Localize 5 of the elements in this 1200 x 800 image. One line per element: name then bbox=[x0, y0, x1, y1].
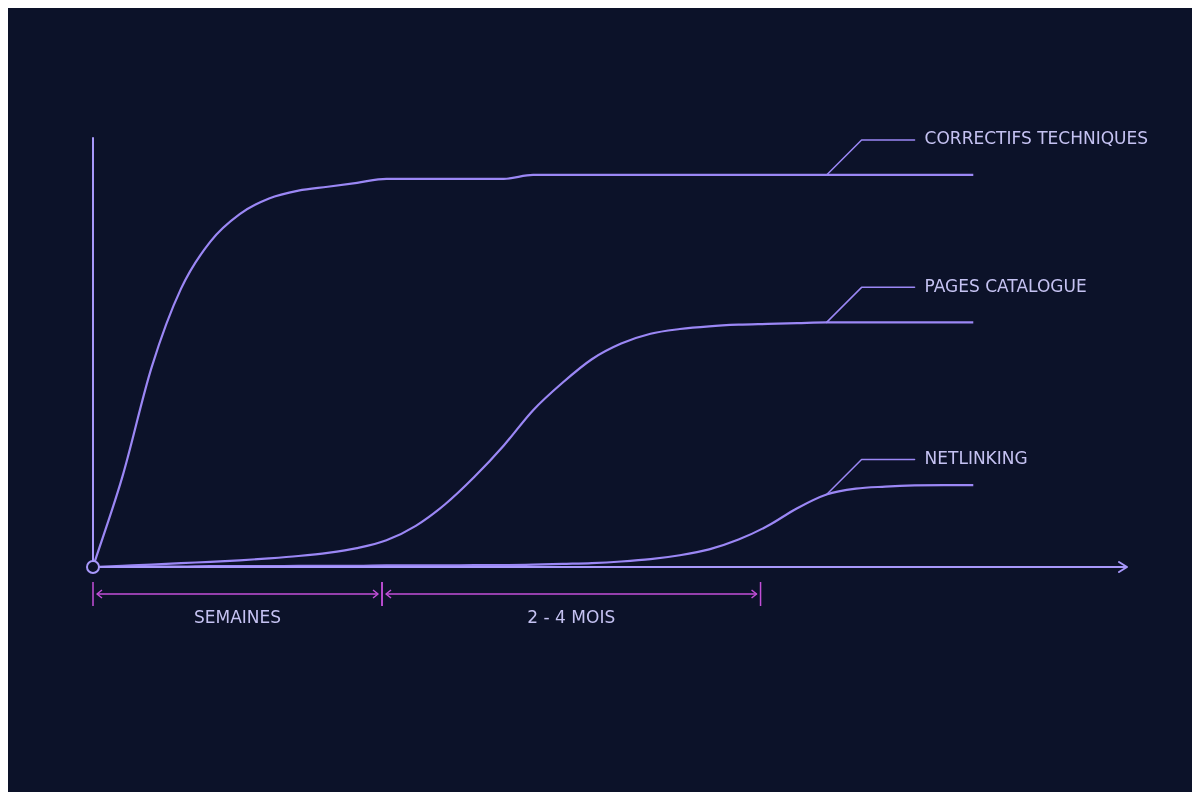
series-label: NETLINKING bbox=[924, 447, 1028, 468]
text: 2 - 4 MOIS bbox=[527, 607, 616, 628]
series-label: CORRECTIFS TECHNIQUES bbox=[924, 128, 1149, 149]
series-label: PAGES CATALOGUE bbox=[924, 275, 1087, 296]
text: SEMAINES bbox=[193, 607, 282, 628]
